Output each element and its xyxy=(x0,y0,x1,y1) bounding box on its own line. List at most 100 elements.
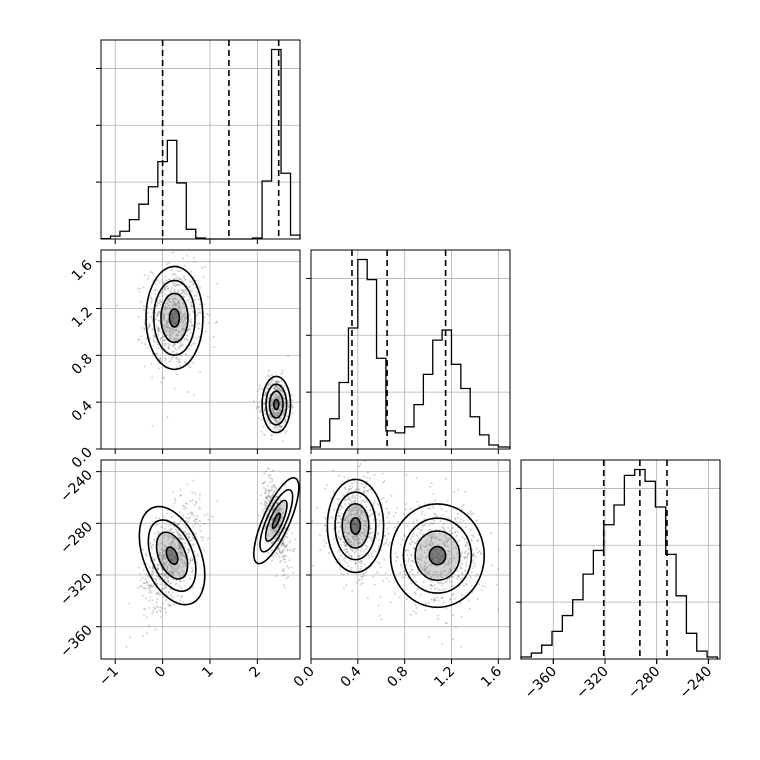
scatter-point xyxy=(171,344,174,347)
scatter-point xyxy=(157,591,160,594)
scatter-point xyxy=(159,300,162,303)
scatter-point xyxy=(340,543,343,546)
density-core xyxy=(350,517,361,535)
scatter-point xyxy=(189,540,192,543)
scatter-point xyxy=(140,341,143,344)
scatter-point xyxy=(339,505,342,508)
scatter-point xyxy=(185,314,188,317)
scatter-point xyxy=(368,532,371,535)
scatter-point xyxy=(282,569,285,572)
scatter-point xyxy=(199,525,202,528)
scatter-point xyxy=(384,542,387,545)
scatter-point xyxy=(274,388,277,391)
scatter-point xyxy=(352,537,355,540)
scatter-point xyxy=(155,601,158,604)
scatter-point xyxy=(282,542,285,545)
scatter-point xyxy=(179,494,182,497)
scatter-point xyxy=(263,527,266,530)
scatter-point xyxy=(162,556,165,559)
scatter-point xyxy=(373,500,376,503)
scatter-point xyxy=(355,512,358,515)
scatter-point xyxy=(365,484,368,487)
scatter-point xyxy=(172,537,175,540)
scatter-point xyxy=(351,536,354,539)
scatter-point xyxy=(200,266,203,269)
scatter-point xyxy=(423,561,426,564)
scatter-point xyxy=(162,554,165,557)
scatter-point xyxy=(457,556,460,559)
scatter-point xyxy=(152,338,155,341)
scatter-point xyxy=(393,592,396,595)
scatter-point xyxy=(188,516,191,519)
scatter-point xyxy=(278,532,281,535)
scatter-point xyxy=(173,302,176,305)
scatter-point xyxy=(274,530,277,533)
scatter-point xyxy=(207,537,210,540)
scatter-point xyxy=(474,555,477,558)
scatter-point xyxy=(363,520,366,523)
scatter-point xyxy=(166,307,169,310)
scatter-point xyxy=(425,556,428,559)
scatter-point xyxy=(169,587,172,590)
scatter-point xyxy=(274,529,277,532)
scatter-point xyxy=(169,360,172,363)
scatter-point xyxy=(171,350,174,353)
scatter-point xyxy=(360,511,363,514)
scatter-point xyxy=(280,414,283,417)
scatter-point xyxy=(268,422,271,425)
scatter-point xyxy=(467,548,470,551)
scatter-point xyxy=(407,560,410,563)
scatter-point xyxy=(283,548,286,551)
scatter-point xyxy=(273,485,276,488)
scatter-point xyxy=(429,485,432,488)
density-core xyxy=(429,546,446,565)
x-tick-label: 0.4 xyxy=(338,663,365,690)
scatter-point xyxy=(340,535,343,538)
histogram-panel-param-0 xyxy=(96,39,301,244)
scatter-point xyxy=(203,549,206,552)
scatter-point xyxy=(164,584,167,587)
scatter-point xyxy=(351,485,354,488)
scatter-point xyxy=(361,532,364,535)
scatter-point xyxy=(354,514,357,517)
scatter-point xyxy=(288,559,291,562)
scatter-point xyxy=(179,293,182,296)
scatter-point xyxy=(420,556,423,559)
scatter-point xyxy=(183,523,186,526)
scatter-point xyxy=(144,573,147,576)
scatter-point xyxy=(139,578,142,581)
scatter-point xyxy=(364,529,367,532)
scatter-point xyxy=(355,494,358,497)
scatter-point xyxy=(343,475,346,478)
scatter-point xyxy=(154,577,157,580)
scatter-point xyxy=(163,359,166,362)
scatter-point xyxy=(148,591,151,594)
scatter-point xyxy=(337,531,340,534)
scatter-point xyxy=(357,515,360,518)
scatter-point xyxy=(345,535,348,538)
density-contour xyxy=(326,478,385,574)
scatter-point xyxy=(182,320,185,323)
scatter-point xyxy=(340,572,343,575)
scatter-point xyxy=(167,262,170,265)
density-contour xyxy=(268,390,284,419)
scatter-point xyxy=(171,273,174,276)
scatter-point xyxy=(286,549,289,552)
scatter-point xyxy=(143,328,146,331)
scatter-point xyxy=(451,576,454,579)
scatter-point xyxy=(206,295,209,298)
scatter-point xyxy=(156,574,159,577)
scatter-point xyxy=(171,572,174,575)
scatter-point xyxy=(466,583,469,586)
density-contour xyxy=(349,516,362,535)
scatter-point xyxy=(163,318,166,321)
scatter-point xyxy=(438,589,441,592)
scatter-point xyxy=(166,326,169,329)
scatter-point xyxy=(439,570,442,573)
scatter-point xyxy=(355,537,358,540)
scatter-point xyxy=(399,543,402,546)
scatter-point xyxy=(178,302,181,305)
scatter-point xyxy=(184,546,187,549)
scatter-point xyxy=(181,552,184,555)
scatter-point xyxy=(272,411,275,414)
